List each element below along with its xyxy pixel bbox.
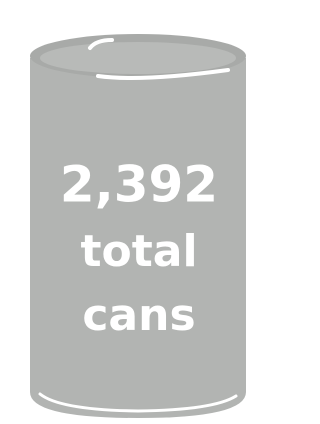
headline: 2,392 <box>60 156 218 214</box>
page: 2,392 total cans (() => { const data = J… <box>0 0 277 424</box>
can-infographic: 2,392 total cans <box>0 0 277 424</box>
can-lid <box>40 42 236 74</box>
label-line-1: total <box>80 226 197 277</box>
label-line-2: cans <box>82 290 195 341</box>
